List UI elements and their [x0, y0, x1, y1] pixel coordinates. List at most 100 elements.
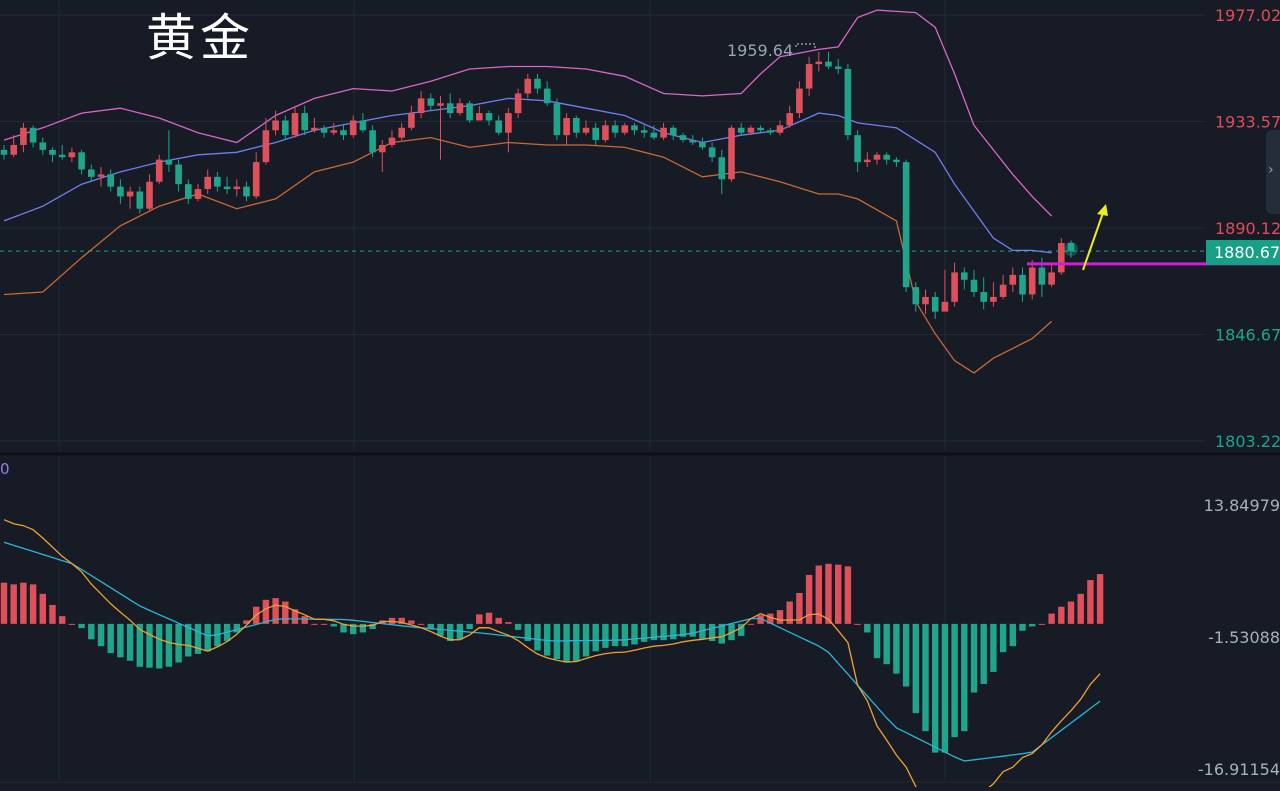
macd-histogram-bar — [611, 623, 619, 647]
macd-histogram-bar — [941, 623, 949, 753]
candle — [718, 149, 726, 194]
candle — [58, 144, 66, 160]
candle — [602, 120, 609, 143]
macd-histogram-bar — [679, 623, 687, 637]
macd-histogram-bar — [20, 582, 27, 624]
macd-histogram-bar — [563, 623, 570, 663]
macd-histogram-bar — [485, 612, 493, 624]
candle — [883, 152, 890, 165]
candle — [10, 135, 17, 158]
candle — [505, 108, 512, 153]
macd-histogram-bar — [447, 623, 454, 642]
candle — [514, 88, 522, 118]
macd-histogram-bar — [156, 623, 163, 669]
candle — [873, 152, 881, 165]
candle — [621, 122, 629, 136]
candle — [999, 274, 1007, 300]
macd-histogram-bar — [185, 623, 192, 657]
macd-histogram-bar — [999, 623, 1007, 653]
macd-histogram-bar — [873, 623, 881, 659]
side-panel-toggle[interactable]: › — [1266, 130, 1280, 214]
candle — [379, 140, 386, 172]
macd-histogram-bar — [136, 623, 143, 667]
macd-histogram-bar — [922, 623, 929, 732]
candle — [844, 64, 852, 141]
macd-histogram-bar — [194, 623, 202, 654]
macd-dea-line — [3, 541, 1101, 762]
candle — [747, 125, 755, 136]
macd-histogram-bar — [505, 622, 512, 624]
candle — [78, 149, 85, 175]
candle — [534, 73, 541, 94]
macd-histogram-bar — [660, 623, 667, 641]
macd-histogram-bar — [272, 598, 279, 624]
candlestick-series — [0, 51, 1075, 319]
candle — [650, 125, 658, 141]
arrow-up-icon — [1082, 209, 1105, 271]
macd-histogram-bar — [1029, 623, 1036, 627]
macd-histogram-bar — [650, 623, 658, 641]
candle — [951, 262, 958, 307]
candle — [49, 147, 56, 163]
macd-histogram-bar — [757, 615, 764, 624]
candle — [834, 59, 842, 74]
macd-histogram-bar — [970, 623, 978, 693]
candle — [990, 282, 997, 307]
candle — [107, 169, 114, 192]
candle — [446, 93, 454, 118]
macd-panel: 0 — [0, 460, 1104, 791]
macd-histogram-bar — [320, 623, 328, 625]
macd-label: 0 — [0, 460, 10, 478]
candle — [611, 120, 619, 138]
candle — [582, 120, 590, 136]
macd-histogram-bar — [893, 623, 900, 674]
macd-histogram-bar — [912, 623, 919, 714]
candle — [776, 120, 784, 136]
macd-histogram-bar — [883, 623, 890, 665]
candle — [311, 117, 318, 133]
macd-histogram-bar — [0, 582, 8, 624]
macd-histogram-bar — [767, 613, 774, 624]
candle — [262, 117, 270, 165]
macd-histogram-bar — [233, 623, 240, 633]
macd-histogram-bar — [126, 623, 134, 661]
macd-histogram-bar — [835, 564, 842, 624]
candle — [854, 130, 861, 172]
bollinger-middle-line — [3, 97, 1052, 254]
candle — [349, 115, 357, 138]
candle — [437, 95, 444, 160]
macd-histogram-bar — [1087, 580, 1094, 624]
macd-histogram-bar — [1019, 623, 1026, 631]
macd-histogram-bar — [592, 623, 599, 652]
candle — [495, 115, 502, 136]
macd-histogram-bar — [175, 623, 182, 663]
macd-histogram-bar — [602, 623, 609, 648]
candle — [0, 144, 8, 160]
macd-tick-label: -1.53088 — [1208, 628, 1280, 647]
macd-histogram-bar — [689, 623, 696, 637]
candle — [204, 169, 211, 194]
macd-histogram-bar — [243, 620, 250, 624]
macd-histogram-bar — [78, 623, 85, 629]
macd-histogram-bar — [1038, 623, 1046, 625]
macd-histogram-bar — [699, 623, 706, 640]
macd-histogram-bar — [544, 623, 551, 656]
macd-histogram-bar — [29, 584, 37, 624]
macd-histogram-bar — [340, 623, 347, 633]
macd-histogram-bar — [932, 623, 939, 753]
macd-histogram-bar — [854, 623, 861, 625]
macd-histogram-bar — [825, 563, 832, 624]
macd-histogram-bar — [408, 620, 415, 624]
bollinger-bands — [3, 9, 1053, 374]
candle — [699, 137, 706, 150]
macd-histogram-bar — [961, 623, 968, 732]
macd-histogram-bar — [204, 623, 211, 652]
macd-histogram-bar — [107, 623, 114, 654]
candle — [689, 135, 696, 145]
candle — [136, 186, 144, 214]
candle — [902, 159, 910, 293]
macd-histogram-bar — [39, 593, 46, 624]
macd-tick-label: 13.84979 — [1204, 496, 1280, 515]
